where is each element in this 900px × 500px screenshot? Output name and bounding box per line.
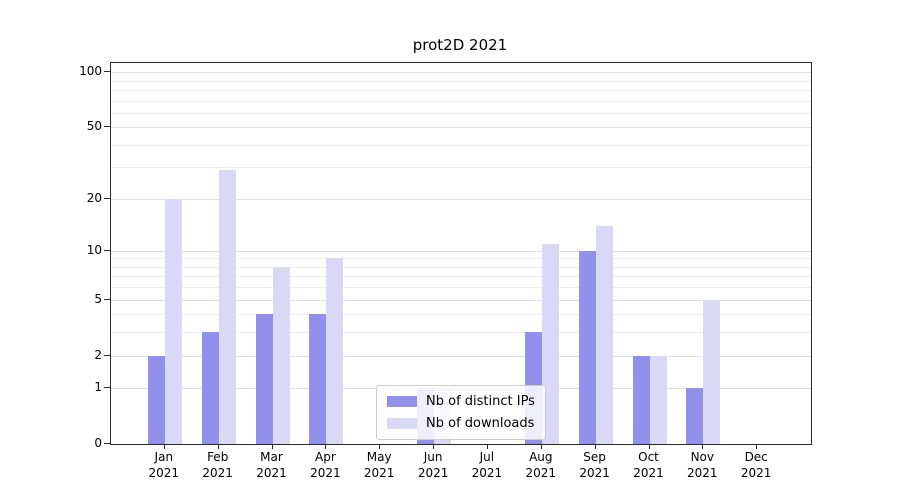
y-tick-mark (104, 443, 110, 444)
gridline-minor (111, 276, 811, 278)
legend-swatch-distinct-ips (387, 396, 417, 407)
y-tick-mark (104, 197, 110, 199)
x-tick-label: Jul 2021 (471, 450, 503, 480)
x-tick-mark (702, 444, 704, 449)
x-tick-label: Aug 2021 (525, 450, 557, 480)
bar-nb-of-downloads-mar (272, 266, 290, 444)
y-tick-label: 1 (94, 380, 102, 395)
gridline-minor (111, 144, 811, 146)
x-tick-mark (756, 444, 758, 449)
x-tick-label: Apr 2021 (310, 450, 341, 480)
y-tick-label: 20 (86, 190, 102, 205)
y-tick-mark (104, 71, 110, 72)
legend-swatch-downloads (387, 418, 417, 429)
bar-nb-of-downloads-apr (326, 258, 344, 444)
x-tick-label: Nov 2021 (687, 450, 718, 480)
y-tick-mark (104, 298, 110, 300)
x-tick-label: Feb 2021 (202, 450, 233, 480)
y-tick-label: 10 (86, 242, 102, 257)
gridline-minor (111, 287, 811, 289)
gridline-major (111, 127, 811, 129)
bar-nb-of-downloads-nov (703, 299, 721, 444)
legend-label-distinct-ips: Nb of distinct IPs (426, 394, 535, 409)
legend-item-downloads: Nb of downloads (387, 416, 535, 431)
gridline-minor (111, 167, 811, 169)
y-tick-label: 5 (94, 291, 102, 306)
legend-item-distinct-ips: Nb of distinct IPs (387, 394, 535, 409)
legend-label-downloads: Nb of downloads (426, 416, 535, 431)
bar-nb-of-distinct-ips-jan (147, 355, 165, 444)
gridline-major (111, 198, 811, 200)
y-tick-label: 2 (94, 347, 102, 362)
gridline-minor (111, 314, 811, 316)
gridline-minor (111, 258, 811, 260)
gridline-minor (111, 112, 811, 114)
x-tick-mark (433, 444, 435, 449)
bar-nb-of-downloads-aug (541, 243, 559, 444)
gridline-major (111, 250, 811, 252)
bar-nb-of-downloads-feb (218, 169, 236, 444)
y-tick-label: 0 (94, 436, 102, 450)
bar-nb-of-distinct-ips-apr (309, 314, 327, 444)
y-tick-mark (104, 387, 110, 389)
gridline-major (111, 299, 811, 301)
x-tick-label: Sep 2021 (579, 450, 610, 480)
y-tick-mark (104, 126, 110, 128)
x-tick-label: Jan 2021 (148, 450, 180, 480)
gridline-major (111, 355, 811, 357)
x-tick-mark (217, 444, 219, 449)
gridline-major (111, 72, 811, 73)
legend: Nb of distinct IPs Nb of downloads (376, 385, 546, 440)
y-tick-label: 100 (79, 64, 102, 78)
y-tick-mark (104, 354, 110, 356)
bar-nb-of-distinct-ips-oct (632, 355, 650, 444)
plot-area: Nb of distinct IPs Nb of downloads (110, 62, 812, 445)
x-tick-label: Oct 2021 (633, 450, 664, 480)
x-tick-label: Mar 2021 (256, 450, 287, 480)
x-tick-mark (379, 444, 381, 449)
x-tick-label: Jun 2021 (417, 450, 449, 480)
x-tick-mark (163, 444, 165, 449)
bar-nb-of-downloads-sep (595, 225, 613, 444)
bar-nb-of-distinct-ips-mar (255, 314, 273, 444)
y-tick-label: 50 (86, 119, 102, 134)
bar-nb-of-distinct-ips-feb (201, 332, 219, 444)
x-tick-mark (325, 444, 327, 449)
x-tick-mark (594, 444, 596, 449)
x-tick-mark (540, 444, 542, 449)
x-tick-label: Dec 2021 (740, 450, 772, 480)
gridline-minor (111, 100, 811, 102)
bar-nb-of-distinct-ips-nov (686, 388, 704, 444)
x-tick-mark (648, 444, 650, 449)
bar-nb-of-downloads-oct (649, 355, 667, 444)
x-tick-label: May 2021 (363, 450, 395, 480)
y-tick-mark (104, 249, 110, 251)
gridline-minor (111, 89, 811, 91)
gridline-minor (111, 332, 811, 334)
x-tick-mark (271, 444, 273, 449)
chart-title: prot2D 2021 (412, 36, 508, 54)
gridline-minor (111, 266, 811, 268)
bar-nb-of-distinct-ips-sep (578, 250, 596, 444)
bar-nb-of-downloads-jan (164, 198, 182, 444)
gridline-minor (111, 80, 811, 82)
x-tick-mark (486, 444, 488, 449)
